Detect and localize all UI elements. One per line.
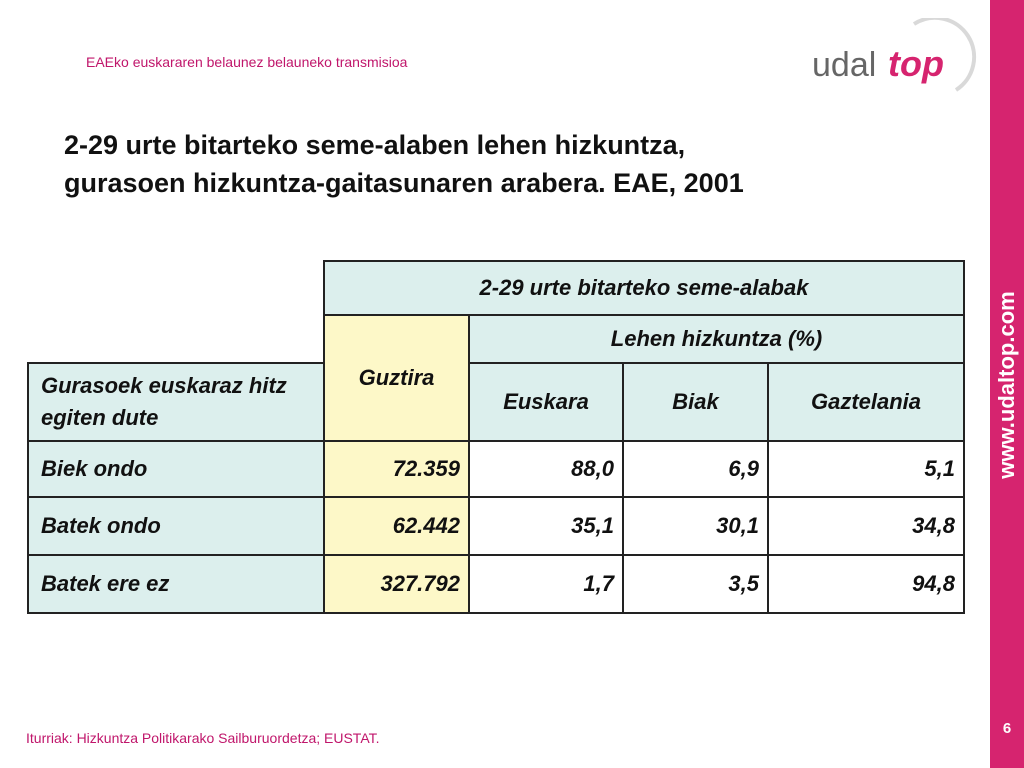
udaltop-logo: udal top xyxy=(808,15,978,98)
value-cell: 5,1 xyxy=(767,440,965,498)
row-header: Gurasoek euskaraz hitz egiten dute xyxy=(27,362,325,442)
col-header-biak: Biak xyxy=(622,362,769,442)
title-line-1: 2-29 urte bitarteko seme-alaben lehen hi… xyxy=(64,130,686,160)
row-label: Biek ondo xyxy=(27,440,325,498)
value-cell: 6,9 xyxy=(622,440,769,498)
value-cell: 35,1 xyxy=(468,496,624,556)
col-header-gaztelania: Gaztelania xyxy=(767,362,965,442)
total-cell: 62.442 xyxy=(323,496,470,556)
sidebar-url[interactable]: www.udaltop.com xyxy=(994,291,1019,479)
row-label: Batek ondo xyxy=(27,496,325,556)
logo-text-top: top xyxy=(888,43,944,84)
title-line-2: gurasoen hizkuntza-gaitasunaren arabera.… xyxy=(64,168,744,198)
total-header: Guztira xyxy=(323,314,470,442)
value-cell: 3,5 xyxy=(622,554,769,614)
group-header: 2-29 urte bitarteko seme-alabak xyxy=(323,260,965,316)
page-number: 6 xyxy=(1002,720,1012,737)
page-title: 2-29 urte bitarteko seme-alaben lehen hi… xyxy=(64,126,944,202)
value-cell: 30,1 xyxy=(622,496,769,556)
total-cell: 72.359 xyxy=(323,440,470,498)
value-cell: 94,8 xyxy=(767,554,965,614)
source-note: Iturriak: Hizkuntza Politikarako Sailbur… xyxy=(26,730,380,746)
logo-arc-icon: udal top xyxy=(812,15,977,92)
value-cell: 34,8 xyxy=(767,496,965,556)
row-label: Batek ere ez xyxy=(27,554,325,614)
total-cell: 327.792 xyxy=(323,554,470,614)
value-cell: 88,0 xyxy=(468,440,624,498)
brand-sidebar xyxy=(990,0,1024,768)
value-cell: 1,7 xyxy=(468,554,624,614)
lang-header: Lehen hizkuntza (%) xyxy=(468,314,965,364)
slide-subtitle: EAEko euskararen belaunez belauneko tran… xyxy=(86,54,408,70)
col-header-euskara: Euskara xyxy=(468,362,624,442)
logo-text-udal: udal xyxy=(812,46,876,84)
